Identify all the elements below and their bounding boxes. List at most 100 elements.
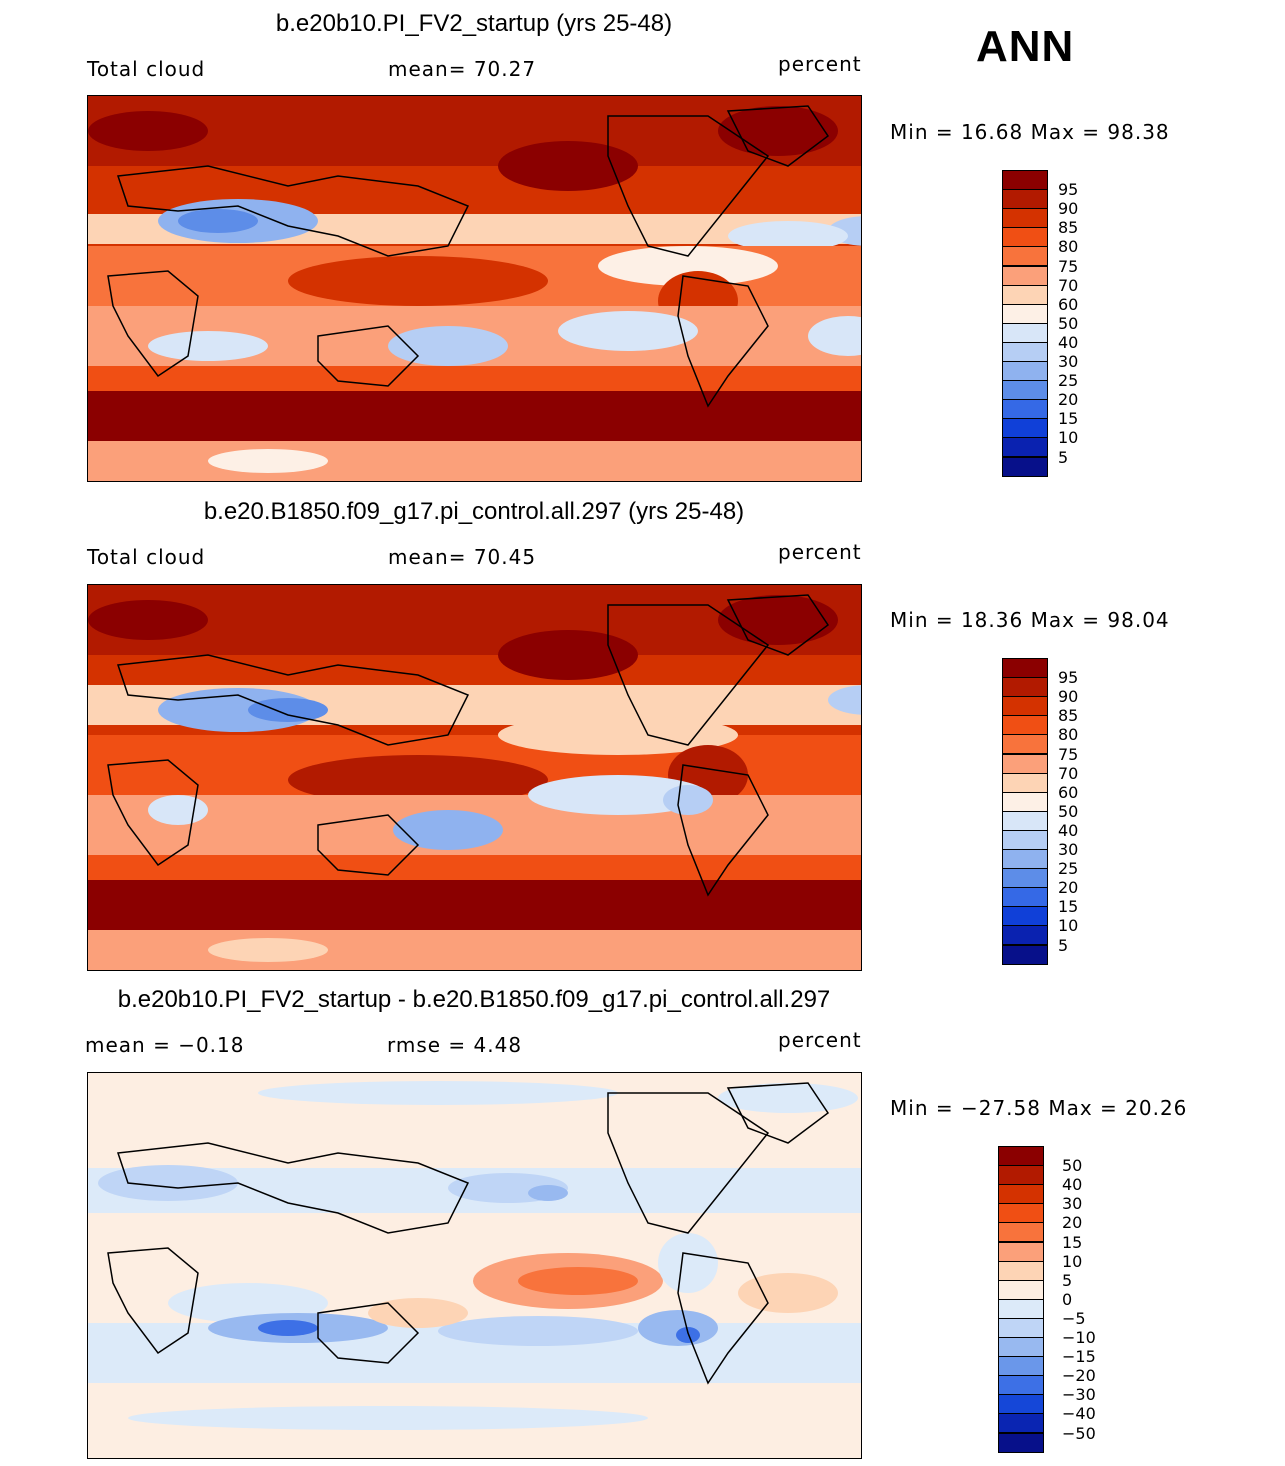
colorbar-swatch xyxy=(1002,380,1048,401)
colorbar-tick-label: 95 xyxy=(1058,180,1079,200)
colorbar-swatch xyxy=(1002,208,1048,229)
colorbar-tick-label: 20 xyxy=(1058,878,1079,898)
colorbar-tick-label: −40 xyxy=(1062,1404,1096,1424)
colorbar-tick-label: 25 xyxy=(1058,371,1079,391)
panel-3-mean-label: mean = −0.18 xyxy=(85,1033,245,1057)
colorbar-swatch xyxy=(998,1394,1044,1415)
colorbar-swatch xyxy=(1002,341,1048,362)
colorbar-swatch xyxy=(998,1260,1044,1281)
colorbar-swatch xyxy=(998,1222,1044,1243)
colorbar-tick-label: −50 xyxy=(1062,1423,1096,1443)
panel-3-title: b.e20b10.PI_FV2_startup - b.e20.B1850.f0… xyxy=(117,986,831,1013)
colorbar-swatch xyxy=(1002,906,1048,927)
colorbar-tick-label: 5 xyxy=(1062,1270,1073,1290)
colorbar-swatch xyxy=(1002,887,1048,908)
colorbar-tick-label: 50 xyxy=(1058,313,1079,333)
colorbar-tick-label: 10 xyxy=(1058,428,1079,448)
colorbar-tick-label: 40 xyxy=(1058,820,1079,840)
colorbar-tick-label: 70 xyxy=(1058,275,1079,295)
colorbar-tick-label: 5 xyxy=(1058,447,1069,467)
colorbar-swatch xyxy=(1002,284,1048,305)
colorbar-swatch xyxy=(998,1375,1044,1396)
colorbar-tick-label: −20 xyxy=(1062,1366,1096,1386)
colorbar-tick-label: 70 xyxy=(1058,763,1079,783)
colorbar-tick-label: 20 xyxy=(1058,390,1079,410)
panel-2-title: b.e20.B1850.f09_g17.pi_control.all.297 (… xyxy=(203,498,745,525)
colorbar-swatch xyxy=(1002,829,1048,850)
panel-1-mean-label: mean= 70.27 xyxy=(388,57,537,81)
colorbar-swatch xyxy=(1002,868,1048,889)
colorbar-swatch xyxy=(1002,753,1048,774)
colorbar-tick-label: 30 xyxy=(1062,1194,1083,1214)
colorbar-swatch xyxy=(1002,322,1048,343)
colorbar-tick-label: 95 xyxy=(1058,668,1079,688)
colorbar-tick-label: 75 xyxy=(1058,744,1079,764)
colorbar-swatch xyxy=(1002,303,1048,324)
colorbar-tick-label: −15 xyxy=(1062,1347,1096,1367)
colorbar-tick-label: 80 xyxy=(1058,237,1079,257)
colorbar-swatch xyxy=(1002,189,1048,210)
colorbar-tick-label: 15 xyxy=(1058,897,1079,917)
colorbar-swatch xyxy=(998,1146,1044,1167)
colorbar-tick-label: −30 xyxy=(1062,1385,1096,1405)
colorbar-swatch xyxy=(1002,456,1048,477)
colorbar-tick-label: 60 xyxy=(1058,782,1079,802)
colorbar-tick-label: 60 xyxy=(1058,294,1079,314)
colorbar-tick-label: 15 xyxy=(1062,1232,1083,1252)
panel-2-mean-label: mean= 70.45 xyxy=(388,545,537,569)
colorbar-swatch xyxy=(1002,944,1048,965)
colorbar-tick-label: 90 xyxy=(1058,199,1079,219)
colorbar-tick-label: 30 xyxy=(1058,352,1079,371)
colorbar-tick-label: −10 xyxy=(1062,1328,1096,1347)
colorbar-swatch xyxy=(1002,361,1048,382)
colorbar-swatch xyxy=(998,1184,1044,1205)
colorbar-tick-label: 75 xyxy=(1058,256,1079,276)
panel-1-variable-label: Total cloud xyxy=(87,57,206,81)
panel-1-units-label: percent xyxy=(778,52,862,76)
colorbar-tick-label: 85 xyxy=(1058,218,1079,238)
colorbar-swatch xyxy=(1002,170,1048,191)
colorbar-tick-label: 15 xyxy=(1058,409,1079,429)
colorbar-swatch xyxy=(1002,810,1048,831)
colorbar-tick-label: 50 xyxy=(1062,1156,1083,1176)
colorbar-tick-label: 90 xyxy=(1058,687,1079,707)
season-label: ANN xyxy=(976,22,1075,71)
colorbar-swatch xyxy=(998,1432,1044,1453)
colorbar-swatch xyxy=(1002,399,1048,420)
panel-2-minmax: Min = 18.36 Max = 98.04 xyxy=(890,608,1170,632)
colorbar-swatch xyxy=(998,1165,1044,1186)
colorbar-tick-label: 5 xyxy=(1058,935,1069,955)
panel-3-minmax: Min = −27.58 Max = 20.26 xyxy=(890,1096,1188,1120)
colorbar-swatch xyxy=(1002,734,1048,755)
colorbar-tick-label: 50 xyxy=(1058,801,1079,821)
panel-2-map xyxy=(87,584,862,971)
panel-2-variable-label: Total cloud xyxy=(87,545,206,569)
colorbar-swatch xyxy=(1002,658,1048,679)
panel-3-rmse-label: rmse = 4.48 xyxy=(387,1033,523,1057)
colorbar-swatch xyxy=(998,1337,1044,1358)
colorbar-swatch xyxy=(998,1241,1044,1262)
panel-1-minmax: Min = 16.68 Max = 98.38 xyxy=(890,120,1170,144)
panel-2-units-label: percent xyxy=(778,540,862,564)
panel-3-units-label: percent xyxy=(778,1028,862,1052)
colorbar-swatch xyxy=(1002,418,1048,439)
colorbar-swatch xyxy=(1002,715,1048,736)
colorbar-swatch xyxy=(1002,265,1048,286)
colorbar-swatch xyxy=(998,1317,1044,1338)
colorbar-swatch xyxy=(1002,849,1048,870)
panel-1-map xyxy=(87,95,862,482)
colorbar-swatch xyxy=(1002,227,1048,248)
colorbar-tick-label: 20 xyxy=(1062,1213,1083,1233)
colorbar-swatch xyxy=(998,1298,1044,1319)
panel-1-title: b.e20b10.PI_FV2_startup (yrs 25-48) xyxy=(275,10,673,37)
colorbar-swatch xyxy=(1002,677,1048,698)
colorbar-tick-label: 10 xyxy=(1062,1251,1083,1271)
colorbar-swatch xyxy=(998,1356,1044,1377)
colorbar-swatch xyxy=(1002,696,1048,717)
colorbar-tick-label: 25 xyxy=(1058,859,1079,879)
colorbar-tick-label: 80 xyxy=(1058,725,1079,745)
colorbar-tick-label: 85 xyxy=(1058,706,1079,726)
colorbar-swatch xyxy=(1002,246,1048,267)
colorbar-swatch xyxy=(998,1203,1044,1224)
colorbar-swatch xyxy=(998,1279,1044,1300)
